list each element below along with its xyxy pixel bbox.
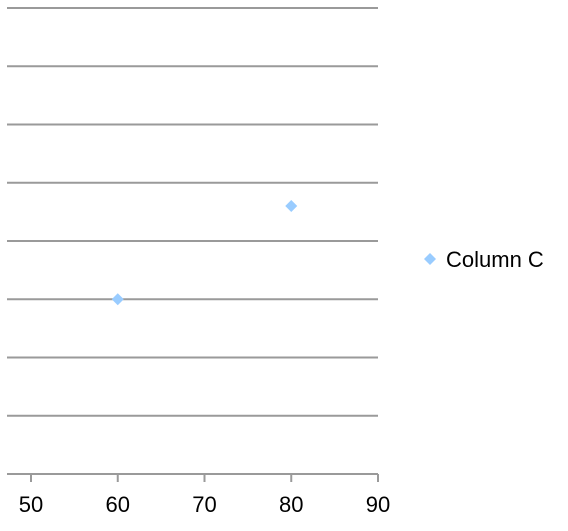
x-axis: 50 60 70 80 90 — [19, 474, 390, 517]
data-points — [111, 200, 298, 306]
x-tick-label: 90 — [366, 492, 390, 517]
x-tick-label: 60 — [106, 492, 130, 517]
x-tick-label: 70 — [192, 492, 216, 517]
data-point — [111, 293, 124, 306]
legend: Column C — [424, 247, 544, 272]
x-tick-label: 50 — [19, 492, 43, 517]
x-tick-label: 80 — [279, 492, 303, 517]
gridlines — [7, 7, 378, 475]
legend-label: Column C — [446, 247, 544, 272]
data-point — [285, 200, 298, 213]
legend-marker — [424, 253, 436, 265]
